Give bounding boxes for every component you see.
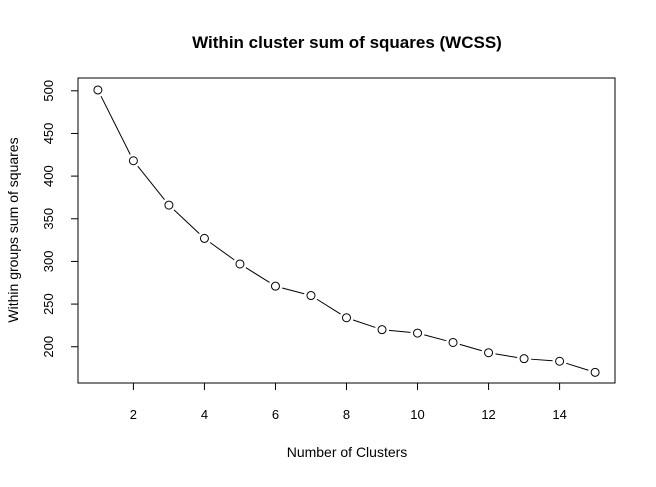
- data-point: [164, 200, 174, 210]
- series-segment: [137, 165, 165, 200]
- y-tick-label: 300: [41, 251, 56, 273]
- x-tick-label: 14: [552, 407, 566, 422]
- data-point: [270, 281, 280, 291]
- plot-frame: [77, 77, 616, 384]
- series-segment: [388, 329, 411, 333]
- x-tick-label: 2: [130, 407, 137, 422]
- data-point: [199, 233, 209, 243]
- series-segment: [566, 362, 589, 371]
- data-point: [306, 291, 316, 301]
- y-tick-label: 350: [41, 208, 56, 230]
- y-tick-label: 250: [41, 293, 56, 315]
- data-point: [519, 354, 529, 364]
- data-point: [413, 328, 423, 338]
- series-segment: [495, 353, 518, 359]
- series-segment: [209, 242, 235, 261]
- series-segment: [459, 343, 482, 352]
- data-point: [93, 85, 103, 95]
- data-point: [448, 337, 458, 347]
- series-segment: [282, 287, 305, 295]
- x-tick-label: 6: [272, 407, 279, 422]
- y-tick-label: 500: [41, 80, 56, 102]
- x-tick-label: 8: [343, 407, 350, 422]
- chart-title: Within cluster sum of squares (WCSS): [192, 33, 502, 52]
- series-segment: [531, 358, 553, 362]
- series-segment: [316, 298, 341, 315]
- data-point: [342, 313, 351, 323]
- x-axis-label: Number of Clusters: [287, 444, 408, 460]
- series-segment: [245, 267, 270, 283]
- x-tick-label: 12: [481, 407, 495, 422]
- x-tick-label: 4: [201, 407, 208, 422]
- y-tick-label: 400: [41, 165, 56, 187]
- y-tick-label: 200: [41, 336, 56, 358]
- series-segment: [173, 209, 200, 234]
- data-point: [235, 259, 245, 269]
- series-segment: [424, 334, 447, 342]
- y-tick-label: 450: [41, 123, 56, 145]
- x-tick-label: 10: [410, 407, 424, 422]
- data-point: [484, 348, 494, 358]
- data-point: [128, 156, 138, 166]
- data-point: [555, 356, 565, 366]
- series-segment: [100, 95, 131, 155]
- data-point: [377, 325, 387, 335]
- data-point: [590, 367, 600, 377]
- series-segment: [352, 319, 376, 328]
- y-axis-label: Within groups sum of squares: [5, 137, 21, 322]
